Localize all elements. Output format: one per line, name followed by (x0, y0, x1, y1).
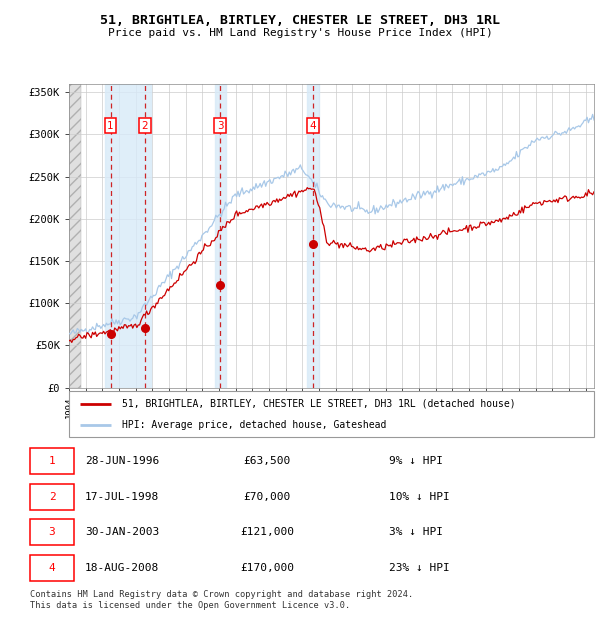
Text: 17-JUL-1998: 17-JUL-1998 (85, 492, 160, 502)
Text: 4: 4 (49, 563, 55, 573)
FancyBboxPatch shape (30, 520, 74, 546)
Text: 3% ↓ HPI: 3% ↓ HPI (389, 528, 443, 538)
Text: 51, BRIGHTLEA, BIRTLEY, CHESTER LE STREET, DH3 1RL (detached house): 51, BRIGHTLEA, BIRTLEY, CHESTER LE STREE… (121, 399, 515, 409)
FancyBboxPatch shape (30, 484, 74, 510)
FancyBboxPatch shape (69, 391, 594, 437)
Text: 51, BRIGHTLEA, BIRTLEY, CHESTER LE STREET, DH3 1RL: 51, BRIGHTLEA, BIRTLEY, CHESTER LE STREE… (100, 14, 500, 27)
Bar (215, 84, 226, 388)
Text: £170,000: £170,000 (241, 563, 295, 573)
Text: 3: 3 (217, 121, 224, 131)
Text: 30-JAN-2003: 30-JAN-2003 (85, 528, 160, 538)
Text: 10% ↓ HPI: 10% ↓ HPI (389, 492, 449, 502)
Text: 1: 1 (49, 456, 55, 466)
FancyBboxPatch shape (30, 448, 74, 474)
Text: 4: 4 (310, 121, 316, 131)
Text: 2: 2 (142, 121, 148, 131)
Text: £63,500: £63,500 (244, 456, 291, 466)
Bar (307, 84, 319, 388)
Text: 9% ↓ HPI: 9% ↓ HPI (389, 456, 443, 466)
Text: 23% ↓ HPI: 23% ↓ HPI (389, 563, 449, 573)
Text: 28-JUN-1996: 28-JUN-1996 (85, 456, 160, 466)
Bar (69, 84, 80, 388)
Text: 3: 3 (49, 528, 55, 538)
Text: 1: 1 (107, 121, 114, 131)
Text: £70,000: £70,000 (244, 492, 291, 502)
Text: 2: 2 (49, 492, 55, 502)
Text: HPI: Average price, detached house, Gateshead: HPI: Average price, detached house, Gate… (121, 420, 386, 430)
Text: £121,000: £121,000 (241, 528, 295, 538)
Bar (69, 84, 80, 388)
Text: Contains HM Land Registry data © Crown copyright and database right 2024.
This d: Contains HM Land Registry data © Crown c… (30, 590, 413, 609)
Bar (104, 84, 151, 388)
Text: 18-AUG-2008: 18-AUG-2008 (85, 563, 160, 573)
Text: Price paid vs. HM Land Registry's House Price Index (HPI): Price paid vs. HM Land Registry's House … (107, 28, 493, 38)
FancyBboxPatch shape (30, 555, 74, 581)
